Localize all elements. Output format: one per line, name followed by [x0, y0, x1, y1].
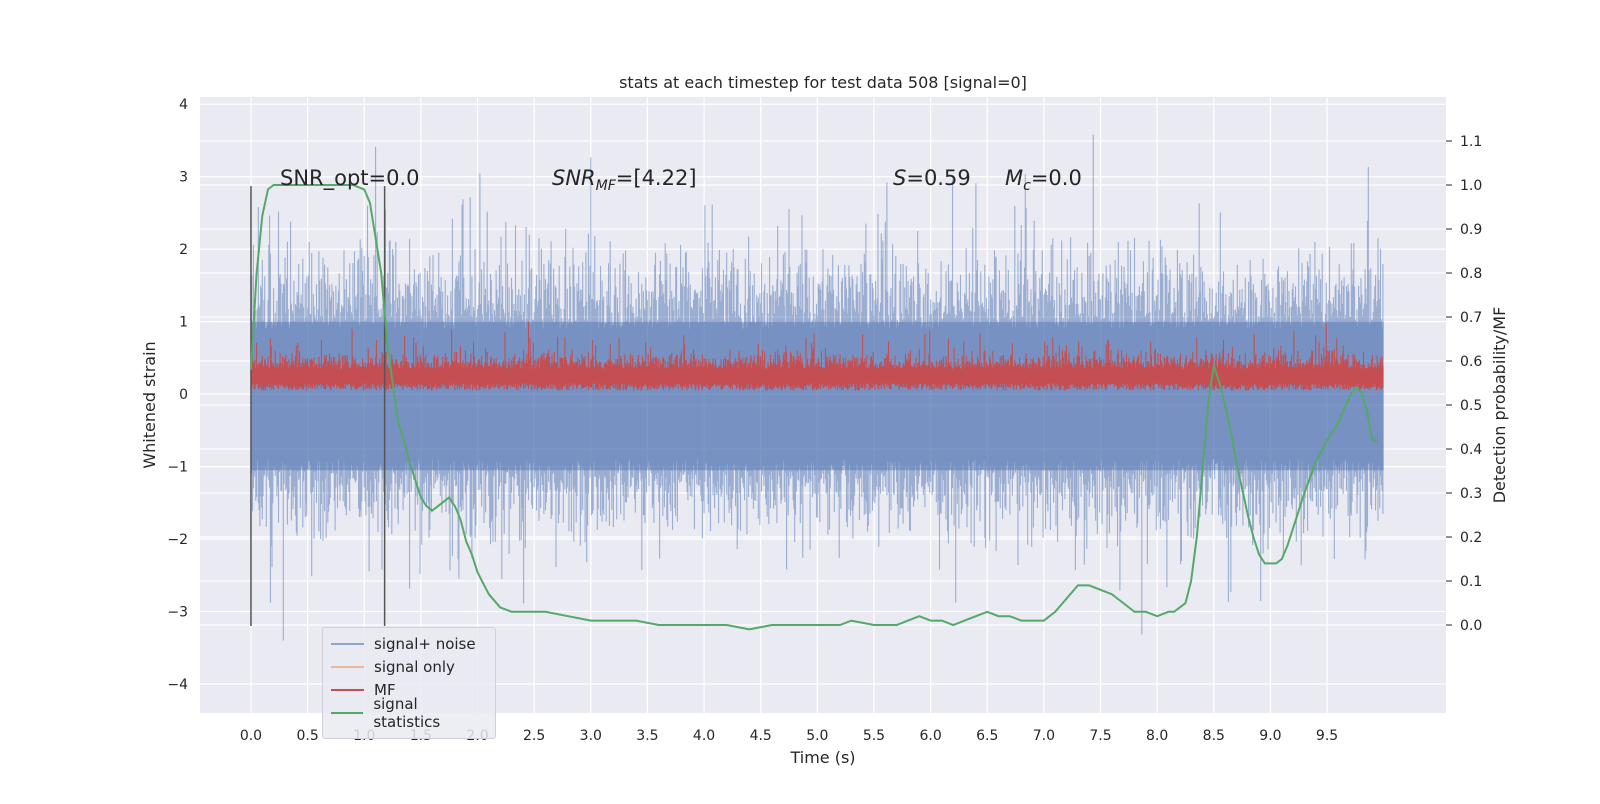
y-right-tick-label: 0.8 [1460, 266, 1482, 282]
signal-noise-series [250, 134, 1384, 641]
annotation-s: S=0.59 [893, 166, 971, 190]
annotation-snr-mf: SNRMF=[4.22] [552, 166, 697, 194]
signal-noise-core-band [250, 321, 1384, 471]
signal-statistics-line [250, 184, 1378, 631]
x-tick-label: 6.5 [976, 728, 998, 744]
x-tick-label: 2.5 [523, 728, 545, 744]
x-tick-label: 5.0 [806, 728, 828, 744]
x-tick-label: 7.0 [1033, 728, 1055, 744]
x-tick-label: 7.5 [1089, 728, 1111, 744]
y-axis-left-label: Whitened strain [140, 341, 159, 468]
y-left-tick-label: −4 [167, 677, 188, 693]
y-right-tick-label: 0.1 [1460, 574, 1482, 590]
x-tick-label: 0.5 [296, 728, 318, 744]
annotation-mc-main: M [1005, 166, 1023, 190]
y-right-tick-label: 1.1 [1460, 134, 1482, 150]
y-right-tick-label: 0.9 [1460, 222, 1482, 238]
legend-label-signal-statistics: signal statistics [373, 694, 441, 731]
legend-swatch-signal-noise [331, 642, 364, 645]
x-tick-label: 9.5 [1316, 728, 1338, 744]
annotation-mc: Mc=0.0 [1005, 166, 1082, 194]
legend-swatch-mf [331, 688, 364, 691]
y-right-tick-label: 0.0 [1460, 618, 1482, 634]
x-tick-label: 3.0 [580, 728, 602, 744]
x-tick-label: 9.0 [1259, 728, 1281, 744]
y-right-tick-label: 0.4 [1460, 442, 1482, 458]
legend-label-mf: MF [374, 680, 396, 699]
y-right-tick-label: 0.6 [1460, 354, 1482, 370]
y-left-tick-label: −1 [167, 460, 188, 476]
y-right-tick-label: 0.5 [1460, 398, 1482, 414]
legend-item-signal-noise: signal+ noise [331, 632, 487, 655]
x-tick-label: 8.0 [1146, 728, 1168, 744]
chart-title: stats at each timestep for test data 508… [619, 73, 1027, 92]
annotation-snr-mf-main: SNR [552, 166, 596, 190]
y-left-tick-label: 3 [179, 170, 188, 186]
y-right-tick-label: 1.0 [1460, 178, 1482, 194]
x-tick-label: 8.5 [1203, 728, 1225, 744]
x-tick-label: 5.5 [863, 728, 885, 744]
signal-statistics-series [250, 184, 1378, 631]
legend: signal+ noise signal only MF signal stat… [322, 627, 496, 739]
y-axis-right-label: Detection probability/MF [1490, 307, 1509, 504]
legend-label-signal-noise: signal+ noise [374, 634, 476, 653]
legend-item-mf: MF [331, 678, 487, 701]
legend-item-signal-statistics: signal statistics [331, 695, 487, 731]
y-left-tick-label: −2 [167, 532, 188, 548]
annotation-snr-opt: SNR_opt=0.0 [280, 166, 420, 191]
x-tick-label: 6.0 [919, 728, 941, 744]
annotation-mc-sub: c [1023, 178, 1031, 194]
y-right-tick-label: 0.3 [1460, 486, 1482, 502]
legend-item-signal-only: signal only [331, 655, 487, 678]
x-tick-label: 4.0 [693, 728, 715, 744]
x-axis-label: Time (s) [789, 748, 855, 767]
y-right-tick-label: 0.7 [1460, 310, 1482, 326]
annotation-snr-mf-sub: MF [596, 178, 617, 194]
annotation-snr-mf-value: =[4.22] [616, 166, 697, 190]
x-tick-label: 0.0 [240, 728, 262, 744]
y-left-tick-label: 1 [179, 315, 188, 331]
x-tick-label: 4.5 [750, 728, 772, 744]
annotation-mc-value: =0.0 [1031, 166, 1082, 190]
y-left-tick-label: −3 [167, 605, 188, 621]
legend-label-signal-only: signal only [374, 657, 455, 676]
legend-swatch-signal-statistics [331, 711, 364, 714]
x-tick-label: 3.5 [636, 728, 658, 744]
annotation-s-main: S [893, 166, 906, 190]
y-left-tick-label: 2 [179, 242, 188, 258]
annotation-s-value: =0.59 [906, 166, 970, 190]
y-right-tick-label: 0.2 [1460, 530, 1482, 546]
y-left-tick-label: 4 [179, 97, 188, 113]
vertical-markers [250, 186, 386, 627]
legend-swatch-signal-only [331, 665, 364, 668]
y-left-tick-label: 0 [179, 387, 188, 403]
